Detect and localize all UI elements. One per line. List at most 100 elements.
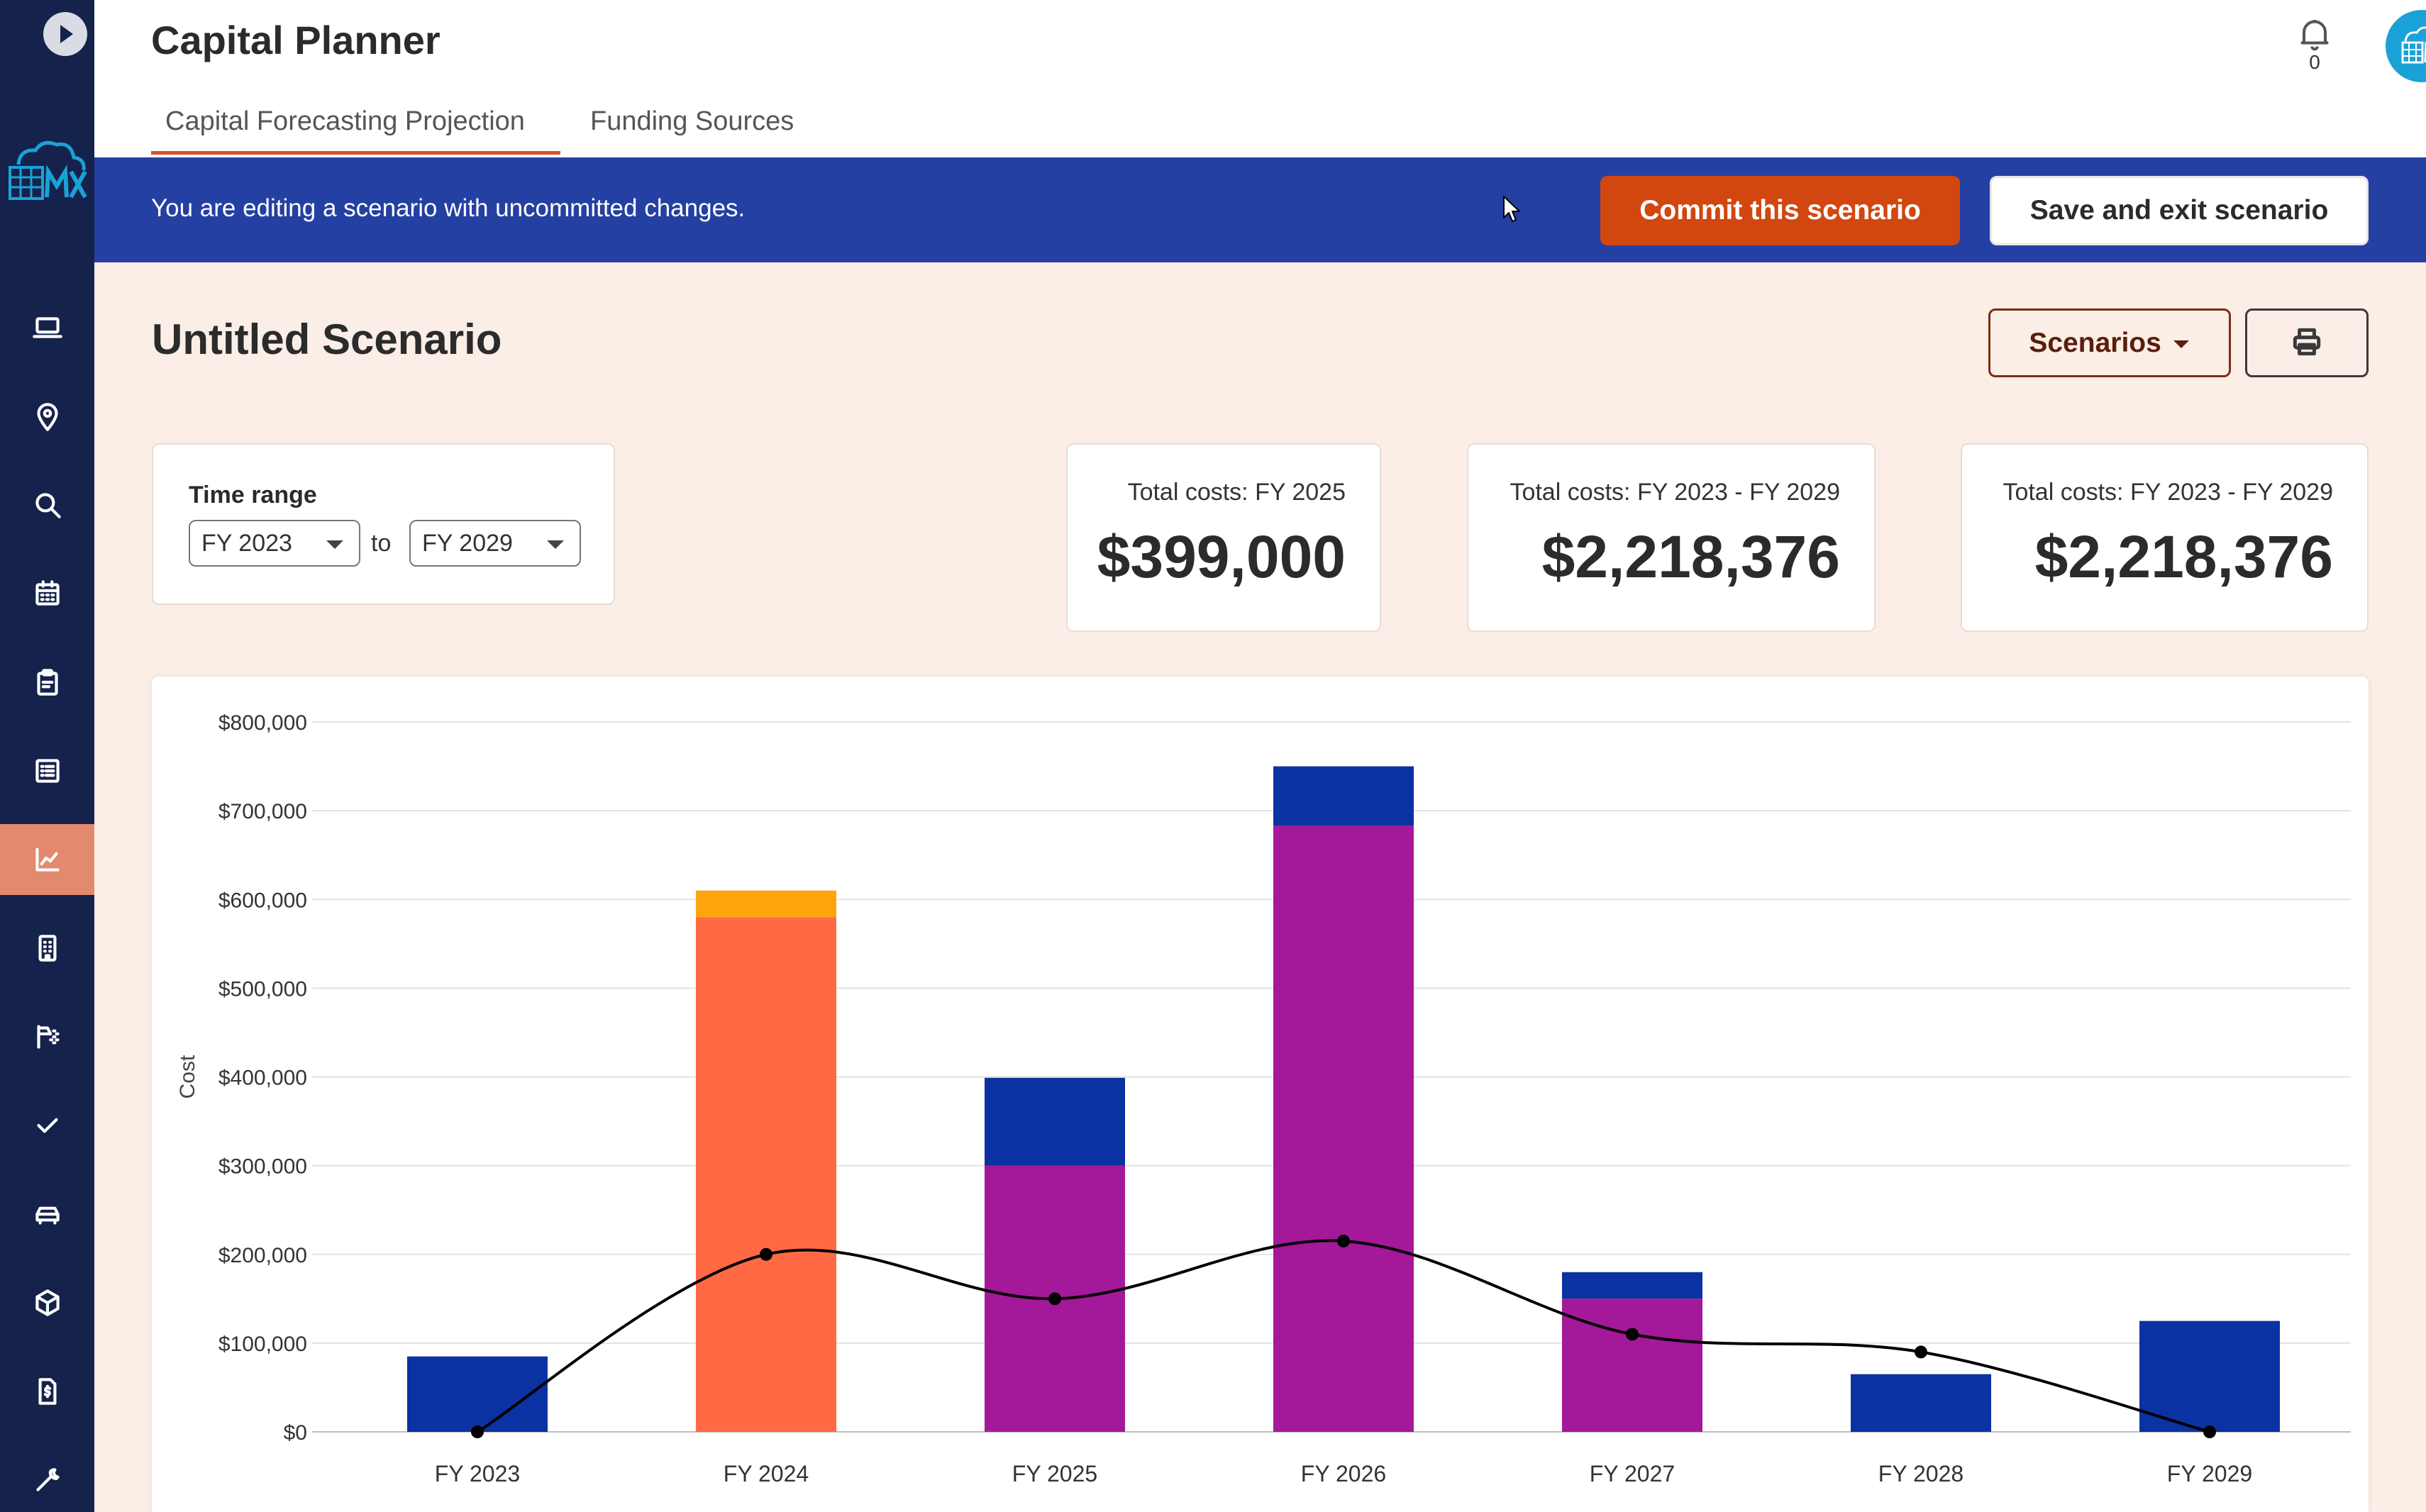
x-tick-label: FY 2028 [1878,1461,1963,1486]
invoice-icon [38,1378,56,1405]
bell-icon [2300,20,2329,51]
scenarios-dropdown-button[interactable]: Scenarios [1988,308,2231,377]
caret-down-icon [2173,340,2189,349]
line-point [760,1247,772,1261]
line-point [471,1425,484,1438]
cost-chart-card: $0 $100,000 $200,000 $300,000 $400,000 $500,0… [152,677,2369,1512]
user-avatar[interactable] [2386,10,2426,82]
bar-segment [1851,1374,1991,1432]
line-point [1915,1345,1927,1359]
mouse-cursor-icon [1503,196,1520,222]
sidebar-item-laptop[interactable] [0,292,94,363]
bar-segment [1273,766,1414,826]
y-tick-label: $0 [284,1421,307,1445]
print-button[interactable] [2245,308,2369,377]
bar-segment [985,1077,1125,1166]
scenarios-label: Scenarios [2029,327,2161,358]
chevron-down-icon [547,540,564,549]
app-title: Capital Planner [151,18,441,62]
y-tick-label: $100,000 [218,1333,307,1356]
sidebar-item-search[interactable] [0,469,94,540]
stat-value: $2,218,376 [1541,523,1840,590]
sidebar-item-building[interactable] [0,913,94,984]
notification-count: 0 [2309,51,2320,73]
car-icon [35,1206,60,1225]
stat-card-fy2025: Total costs: FY 2025 $399,000 [1066,443,1381,632]
stat-card-total-range: Total costs: FY 2023 - FY 2029 $2,218,37… [1467,443,1876,632]
y-tick-label: $400,000 [218,1067,307,1090]
bar-segment [696,917,836,1432]
sidebar-toggle-button[interactable] [43,12,87,56]
time-range-to-value: FY 2029 [422,530,513,557]
trending-chart-icon [35,847,60,872]
building-icon [38,935,56,962]
bar-segment [2139,1321,2280,1432]
y-tick-label: $200,000 [218,1244,307,1267]
y-axis-title: Cost [176,1055,199,1099]
x-tick-label: FY 2023 [435,1461,520,1486]
laptop-icon [32,317,62,338]
bar-segment [1562,1299,1702,1432]
time-range-card: Time range FY 2023 to FY 2029 [152,443,615,605]
scenario-title: Untitled Scenario [152,316,502,363]
spray-icon [36,1025,60,1049]
list-icon [35,759,60,783]
time-range-from-select[interactable]: FY 2023 [189,520,360,567]
sidebar-item-check[interactable] [0,1090,94,1161]
avatar-logo-icon [2401,26,2426,64]
y-tick-label: $600,000 [218,889,307,912]
map-pin-icon [36,403,58,431]
time-range-from-value: FY 2023 [201,530,292,557]
fmx-logo[interactable] [6,135,89,206]
app-header: Capital Planner Capital Forecasting Proj… [94,0,2426,157]
y-tick-label: $800,000 [218,711,307,735]
bar-segment [696,890,836,918]
sidebar-item-cleaning[interactable] [0,1001,94,1072]
x-tick-label: FY 2029 [2167,1461,2252,1486]
x-tick-label: FY 2027 [1590,1461,1675,1486]
sidebar [0,0,94,1512]
sidebar-item-invoice[interactable] [0,1356,94,1427]
sidebar-item-tools[interactable] [0,1445,94,1512]
line-point [2203,1425,2216,1438]
line-point [1048,1292,1061,1306]
play-icon [60,25,73,43]
bar-segment [1562,1272,1702,1299]
tab-capital-forecasting-projection[interactable]: Capital Forecasting Projection [165,106,525,136]
y-tick-label: $700,000 [218,800,307,823]
sidebar-item-capital-planner[interactable] [0,824,94,895]
line-point [1626,1328,1639,1341]
sidebar-item-clipboard[interactable] [0,647,94,718]
search-icon [35,493,61,518]
commit-scenario-button[interactable]: Commit this scenario [1600,176,1960,245]
cost-chart: $0 $100,000 $200,000 $300,000 $400,000 $500,0… [176,711,2351,1486]
save-and-exit-button[interactable]: Save and exit scenario [1990,176,2369,245]
time-range-to-select[interactable]: FY 2029 [409,520,581,567]
notifications-button[interactable] [2293,13,2336,55]
uncommitted-changes-banner: You are editing a scenario with uncommit… [94,157,2426,262]
tab-funding-sources[interactable]: Funding Sources [590,106,794,136]
active-tab-indicator [151,151,560,155]
x-tick-label: FY 2024 [724,1461,809,1486]
x-tick-label: FY 2025 [1012,1461,1097,1486]
y-tick-label: $300,000 [218,1155,307,1179]
sidebar-item-location[interactable] [0,381,94,452]
chevron-down-icon [326,540,343,549]
time-range-label: Time range [189,482,317,508]
wrench-icon [35,1468,60,1491]
stat-value: $399,000 [1097,523,1346,590]
stat-card-total-range-2: Total costs: FY 2023 - FY 2029 $2,218,37… [1961,443,2369,632]
y-tick-label: $500,000 [218,977,307,1001]
stat-label: Total costs: FY 2023 - FY 2029 [1510,479,1840,506]
stat-label: Total costs: FY 2023 - FY 2029 [2003,479,2333,506]
x-tick-label: FY 2026 [1301,1461,1386,1486]
stat-value: $2,218,376 [2034,523,2333,590]
time-range-to-label: to [371,530,392,557]
sidebar-item-list[interactable] [0,735,94,806]
sidebar-item-package[interactable] [0,1267,94,1338]
clipboard-icon [36,669,58,696]
box-icon [35,1289,60,1316]
printer-icon [2293,328,2321,356]
sidebar-item-vehicle[interactable] [0,1179,94,1250]
sidebar-item-calendar[interactable] [0,558,94,629]
